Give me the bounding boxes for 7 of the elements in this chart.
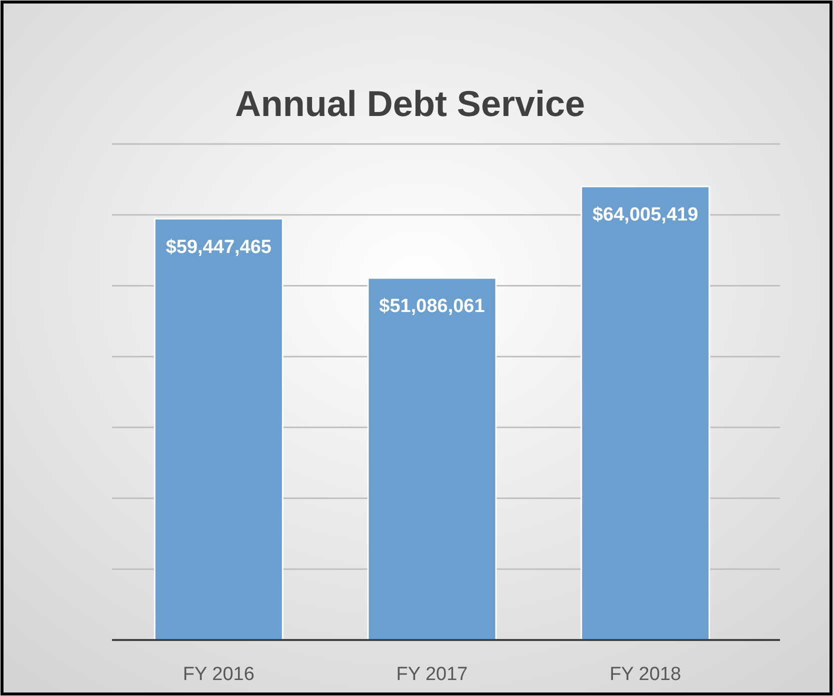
data-label: $64,005,419: [592, 204, 698, 226]
chart-title: Annual Debt Service: [234, 83, 586, 124]
data-label: $59,447,465: [166, 236, 272, 258]
x-tick-label: FY 2017: [396, 664, 468, 685]
data-label: $51,086,061: [379, 296, 486, 318]
x-tick-label: FY 2016: [182, 664, 254, 685]
x-tick-label: FY 2018: [610, 664, 682, 685]
